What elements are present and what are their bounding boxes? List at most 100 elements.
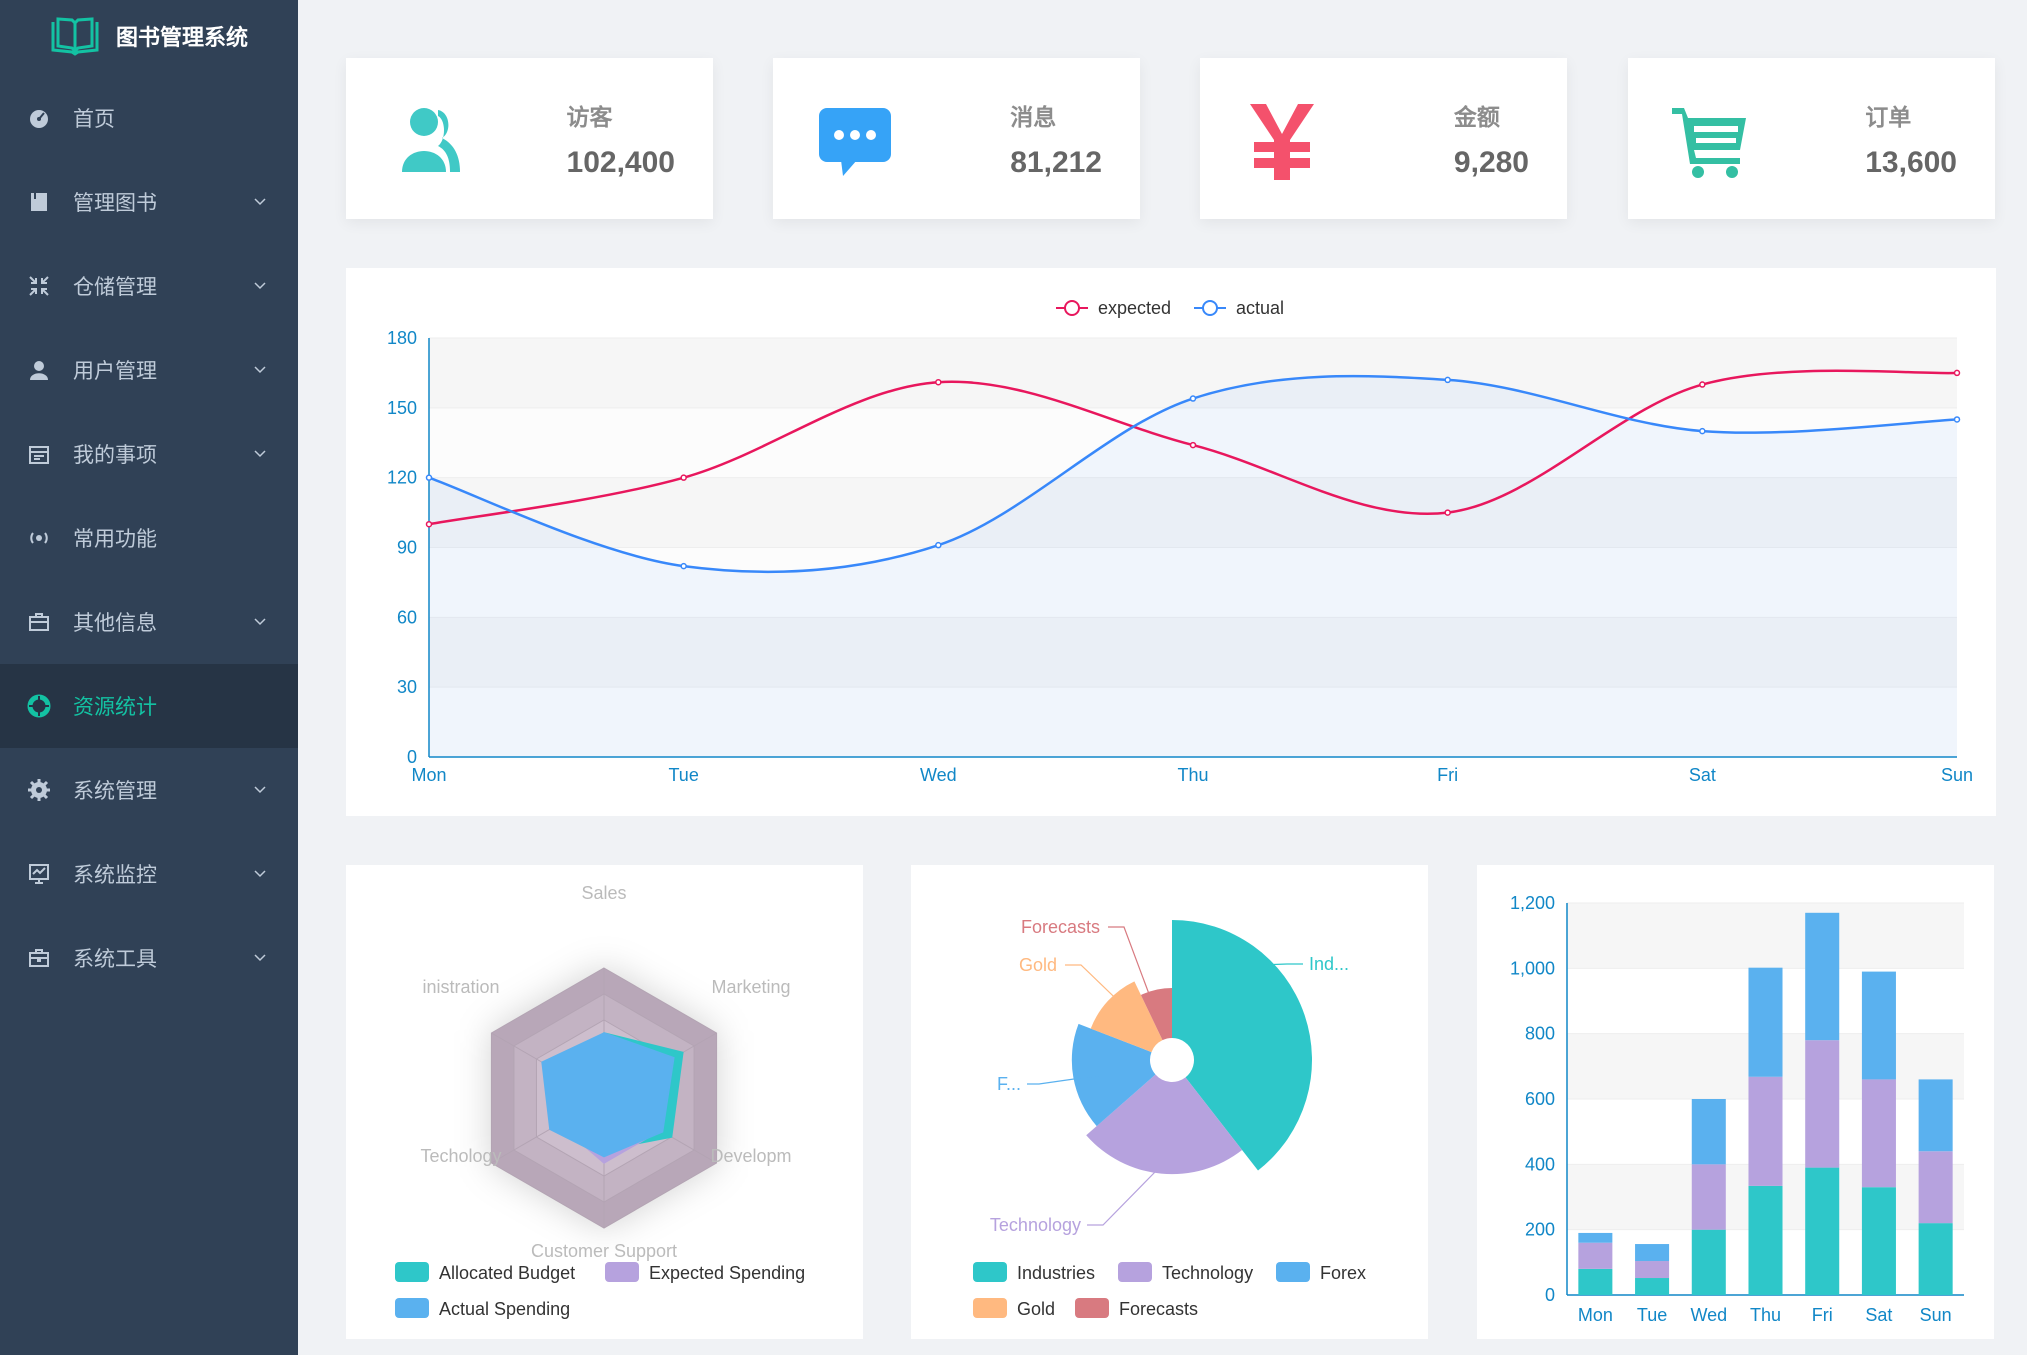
x-tick-label: Sun	[1941, 765, 1973, 785]
sidebar-item-label: 资源统计	[73, 696, 157, 719]
pie-leader-line	[1087, 1170, 1157, 1226]
radar-series-3	[541, 1032, 675, 1158]
grid-band	[429, 687, 1957, 757]
sidebar-item-1[interactable]: 首页	[0, 76, 298, 160]
sidebar-item-5[interactable]: 我的事项	[0, 412, 298, 496]
sidebar-item-label: 首页	[73, 108, 115, 131]
y-tick-label: 60	[397, 607, 417, 627]
line-chart-panel: 0 30 60 90 120 150 180 Mon Tue Wed Thu Fri Sat Sun exp…	[346, 268, 1996, 816]
legend-swatch	[1118, 1262, 1152, 1282]
legend-marker	[1064, 300, 1080, 316]
stat-card-orders[interactable]: 订单 13,600	[1628, 58, 1995, 219]
actual-point	[1444, 376, 1451, 384]
dashboard-icon	[30, 110, 48, 128]
stat-card-amount[interactable]: 金额 9,280	[1200, 58, 1567, 219]
expected-point	[1699, 381, 1706, 388]
legend-swatch	[973, 1298, 1007, 1318]
brand[interactable]: 图书管理系统	[0, 0, 298, 72]
pie-label: Technology	[990, 1215, 1081, 1235]
sidebar-item-label: 用户管理	[73, 360, 157, 383]
y-tick-label: 200	[1525, 1220, 1555, 1240]
chevron-down-icon	[254, 198, 266, 206]
legend-swatch	[605, 1262, 639, 1282]
actual-point	[425, 474, 433, 481]
radar-indicator-label: inistration	[422, 977, 499, 997]
x-tick-label: Sat	[1865, 1305, 1892, 1325]
bar-fri-purple	[1805, 1040, 1840, 1168]
y-tick-label: 1,200	[1510, 893, 1555, 913]
legend-label: expected	[1098, 298, 1171, 318]
x-tick-label: Thu	[1750, 1305, 1781, 1325]
bar-mon-blue	[1578, 1232, 1613, 1243]
grid-band	[429, 547, 1957, 618]
legend-item-gold: Gold	[973, 1298, 1055, 1319]
grid-band	[429, 617, 1957, 688]
open-book-icon	[51, 17, 99, 56]
sidebar-item-2[interactable]: 管理图书	[0, 160, 298, 244]
legend-label: Forecasts	[1119, 1299, 1198, 1319]
sidebar-item-6[interactable]: 常用功能	[0, 496, 298, 580]
bar-sat-purple	[1861, 1079, 1896, 1188]
pie-label: Forecasts	[1021, 917, 1100, 937]
pie-icon	[27, 694, 51, 718]
y-tick-label: 30	[397, 677, 417, 697]
legend-marker	[1202, 300, 1218, 316]
app-title: 图书管理系统	[116, 25, 249, 50]
bar-thu-purple	[1748, 1076, 1783, 1186]
y-tick-label: 150	[387, 398, 417, 418]
bar-sat-blue	[1861, 971, 1896, 1080]
x-tick-label: Tue	[1637, 1305, 1667, 1325]
sidebar-item-8[interactable]: 资源统计	[0, 664, 298, 748]
legend-swatch	[973, 1262, 1007, 1282]
legend-label: Allocated Budget	[439, 1263, 575, 1283]
bar-thu-teal	[1748, 1185, 1783, 1295]
pie-leader-line	[1027, 1073, 1110, 1085]
x-tick-label: Tue	[668, 765, 698, 785]
x-tick-label: Sat	[1689, 765, 1716, 785]
actual-point	[1189, 395, 1197, 402]
stat-label: 消息	[1010, 104, 1057, 130]
grid-band	[1567, 903, 1964, 969]
x-tick-label: Sun	[1920, 1305, 1952, 1325]
y-tick-label: 1,000	[1510, 958, 1555, 978]
legend-item-industries: Industries	[973, 1262, 1095, 1283]
sidebar-item-4[interactable]: 用户管理	[0, 328, 298, 412]
bar-tue-teal	[1635, 1278, 1670, 1295]
stat-value: 9,280	[1453, 146, 1529, 179]
pie-slice-technology	[1086, 1074, 1243, 1175]
bar-sat-teal	[1861, 1187, 1896, 1295]
chevron-down-icon	[254, 450, 266, 458]
y-tick-label: 600	[1525, 1089, 1555, 1109]
pie-chart-panel: Ind... Technology F... Gold Forecasts Industr…	[911, 865, 1428, 1339]
stat-value: 13,600	[1865, 146, 1957, 179]
legend-item-technology: Technology	[1118, 1262, 1253, 1283]
radar-chart: Sales Marketing Developm Customer Support Te…	[395, 883, 805, 1319]
stat-card-messages[interactable]: 消息 81,212	[773, 58, 1140, 219]
pie-label: Ind...	[1309, 954, 1349, 974]
expected-point	[680, 474, 687, 481]
sidebar-item-3[interactable]: 仓储管理	[0, 244, 298, 328]
actual-point	[1699, 427, 1706, 435]
sidebar-item-10[interactable]: 系统监控	[0, 832, 298, 916]
legend-swatch	[1276, 1262, 1310, 1282]
x-tick-label: Mon	[1578, 1305, 1613, 1325]
book-icon	[31, 193, 47, 211]
y-tick-label: 90	[397, 538, 417, 558]
pie-slice-gold	[1090, 981, 1163, 1053]
legend-label: Forex	[1320, 1263, 1366, 1283]
legend-swatch	[395, 1298, 429, 1318]
stat-card-visitors[interactable]: 访客 102,400	[346, 58, 713, 219]
chevron-down-icon	[254, 870, 266, 878]
legend-label: Actual Spending	[439, 1299, 570, 1319]
bar-chart: 0 200 400 600 800 1,000 1,200 Mon Tue Wed Thu Fri Sa…	[1510, 893, 1964, 1325]
sidebar: 图书管理系统 首页管理图书 仓储管理用户管理我的事项 常用功能 其他信息资源统计系统管…	[0, 0, 298, 1355]
bar-sun-teal	[1918, 1223, 1953, 1295]
radar-indicator-label: Techology	[420, 1146, 501, 1166]
sidebar-item-11[interactable]: 系统工具	[0, 916, 298, 1000]
x-tick-label: Fri	[1812, 1305, 1833, 1325]
sidebar-item-7[interactable]: 其他信息	[0, 580, 298, 664]
sidebar-item-9[interactable]: 系统管理	[0, 748, 298, 832]
radar-indicator-label: Customer Support	[531, 1241, 677, 1261]
toolbox-icon	[29, 949, 49, 967]
bar-thu-blue	[1748, 967, 1783, 1077]
